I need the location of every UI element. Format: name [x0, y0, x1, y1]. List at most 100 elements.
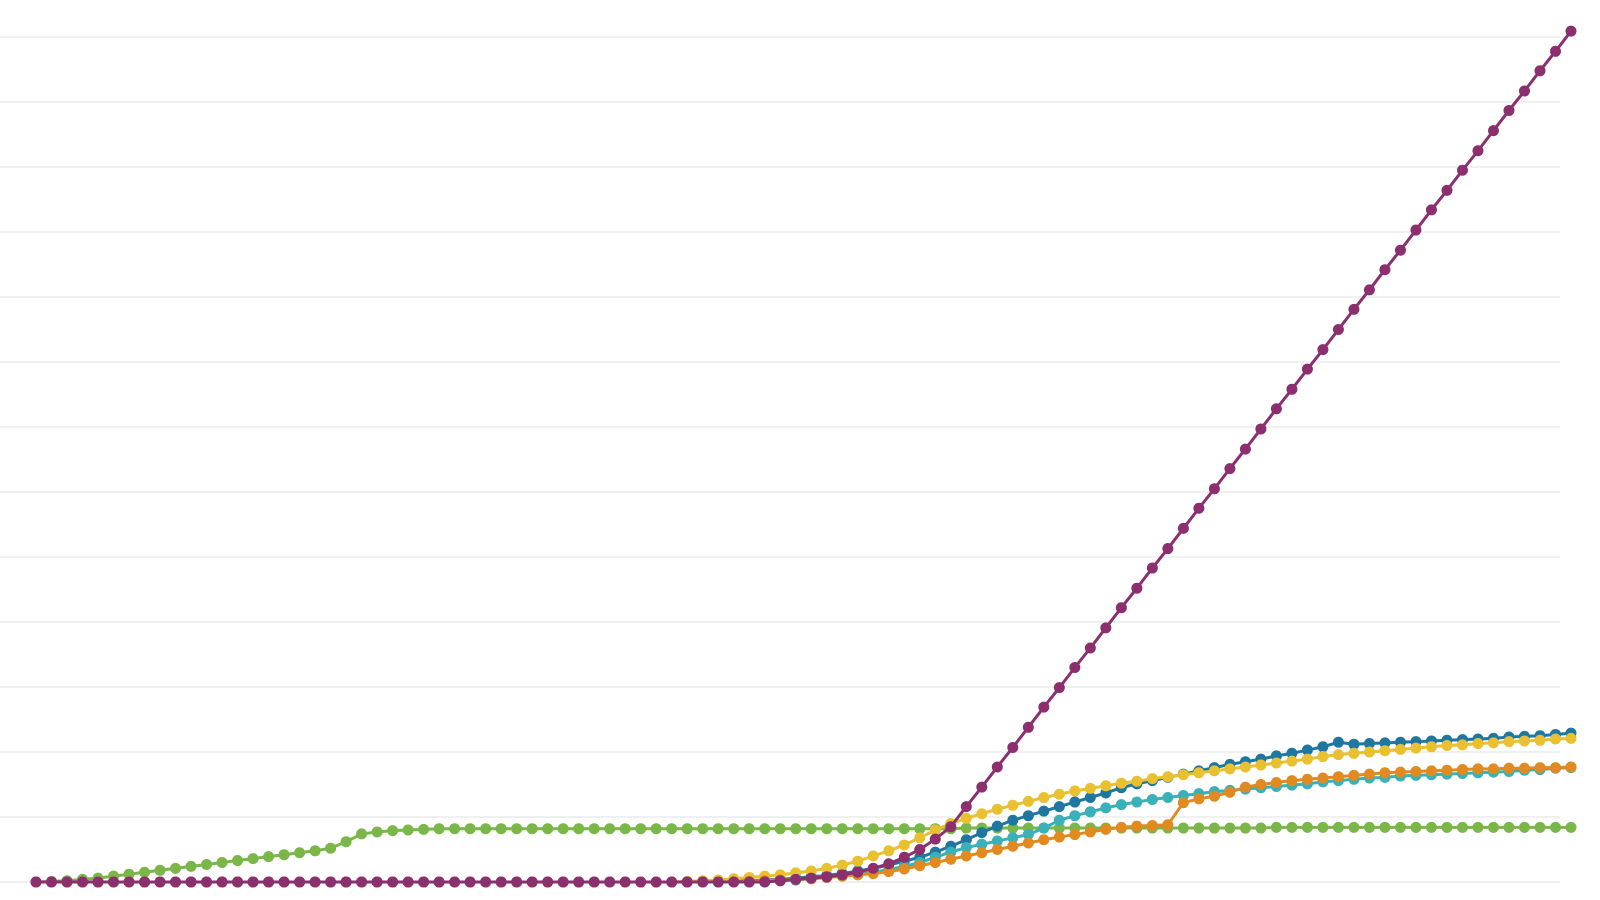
data-point	[836, 869, 848, 881]
data-point	[185, 860, 197, 872]
data-point	[1472, 145, 1484, 157]
data-point	[991, 844, 1003, 855]
data-point	[836, 859, 848, 871]
data-point	[1131, 582, 1143, 594]
data-point	[1022, 837, 1034, 849]
data-point	[697, 823, 709, 835]
data-point	[154, 864, 166, 876]
data-point	[960, 801, 972, 813]
data-point	[1007, 799, 1019, 811]
data-point	[1425, 741, 1437, 753]
data-point	[883, 845, 895, 857]
data-point	[898, 823, 910, 835]
data-point	[1177, 769, 1189, 781]
data-point	[77, 876, 89, 888]
data-point	[573, 876, 585, 888]
data-point	[1301, 773, 1313, 785]
data-point	[697, 876, 709, 888]
data-point	[1115, 821, 1127, 833]
data-point	[309, 845, 321, 857]
data-point	[1084, 826, 1096, 838]
data-point	[1100, 780, 1112, 792]
data-point	[108, 876, 120, 888]
data-point	[325, 876, 337, 888]
data-point	[1270, 821, 1282, 833]
data-point	[402, 824, 414, 836]
data-point	[1565, 761, 1577, 773]
data-point	[1379, 821, 1391, 833]
data-point	[46, 876, 58, 888]
data-point	[1038, 701, 1050, 713]
data-point	[1193, 793, 1205, 805]
data-point	[1270, 403, 1282, 415]
data-point	[1162, 543, 1174, 555]
data-point	[1069, 796, 1081, 808]
data-point	[1208, 790, 1220, 802]
data-point	[1317, 821, 1329, 833]
data-point	[1162, 771, 1174, 783]
data-point	[1565, 25, 1577, 37]
data-point	[1208, 483, 1220, 495]
data-point	[1069, 829, 1081, 841]
data-point	[867, 862, 879, 874]
data-point	[650, 823, 662, 835]
data-point	[1022, 795, 1034, 807]
series-line	[36, 30, 1573, 884]
data-point	[1270, 757, 1282, 769]
data-point	[588, 876, 600, 888]
series-line	[35, 825, 1571, 884]
data-point	[123, 876, 135, 888]
data-point	[325, 842, 337, 854]
data-point	[1053, 831, 1065, 843]
data-point	[1038, 805, 1050, 817]
data-point	[1146, 562, 1158, 574]
data-point	[495, 823, 507, 835]
data-point	[790, 823, 802, 835]
data-point	[1146, 773, 1158, 785]
data-point	[991, 761, 1003, 773]
data-point	[1549, 45, 1561, 57]
data-point	[1487, 763, 1499, 775]
data-point	[418, 876, 430, 888]
data-point	[1301, 753, 1313, 765]
data-point	[1022, 721, 1034, 733]
data-point	[1487, 737, 1499, 749]
data-point	[1069, 785, 1081, 797]
data-point	[1456, 764, 1468, 776]
data-point	[1255, 759, 1267, 771]
data-point	[201, 876, 213, 888]
data-point	[1456, 739, 1468, 751]
data-point	[1518, 821, 1530, 833]
data-point	[1084, 782, 1096, 794]
data-point	[1472, 821, 1484, 833]
data-point	[759, 876, 771, 888]
data-point	[1518, 85, 1530, 97]
data-point	[1379, 767, 1391, 779]
data-point	[340, 876, 352, 888]
data-point	[387, 825, 399, 837]
data-point	[1146, 819, 1158, 831]
data-point	[867, 850, 879, 862]
data-point	[914, 823, 926, 835]
data-point	[1053, 822, 1065, 834]
data-point	[588, 823, 600, 835]
data-point	[1565, 821, 1577, 833]
data-point	[278, 849, 290, 861]
data-point	[991, 835, 1003, 847]
data-point	[929, 833, 941, 845]
data-point	[1456, 164, 1468, 176]
data-point	[1363, 821, 1375, 833]
data-point	[1115, 799, 1127, 811]
data-point	[1518, 762, 1530, 774]
data-point	[371, 826, 383, 838]
data-point	[139, 876, 151, 888]
data-point	[1348, 738, 1360, 750]
data-point	[619, 823, 631, 835]
data-point	[1332, 736, 1344, 748]
data-point	[371, 876, 383, 888]
data-point	[1286, 755, 1298, 767]
data-point	[883, 866, 895, 878]
data-point	[356, 876, 368, 888]
data-point	[1193, 822, 1205, 834]
data-point	[914, 844, 926, 855]
